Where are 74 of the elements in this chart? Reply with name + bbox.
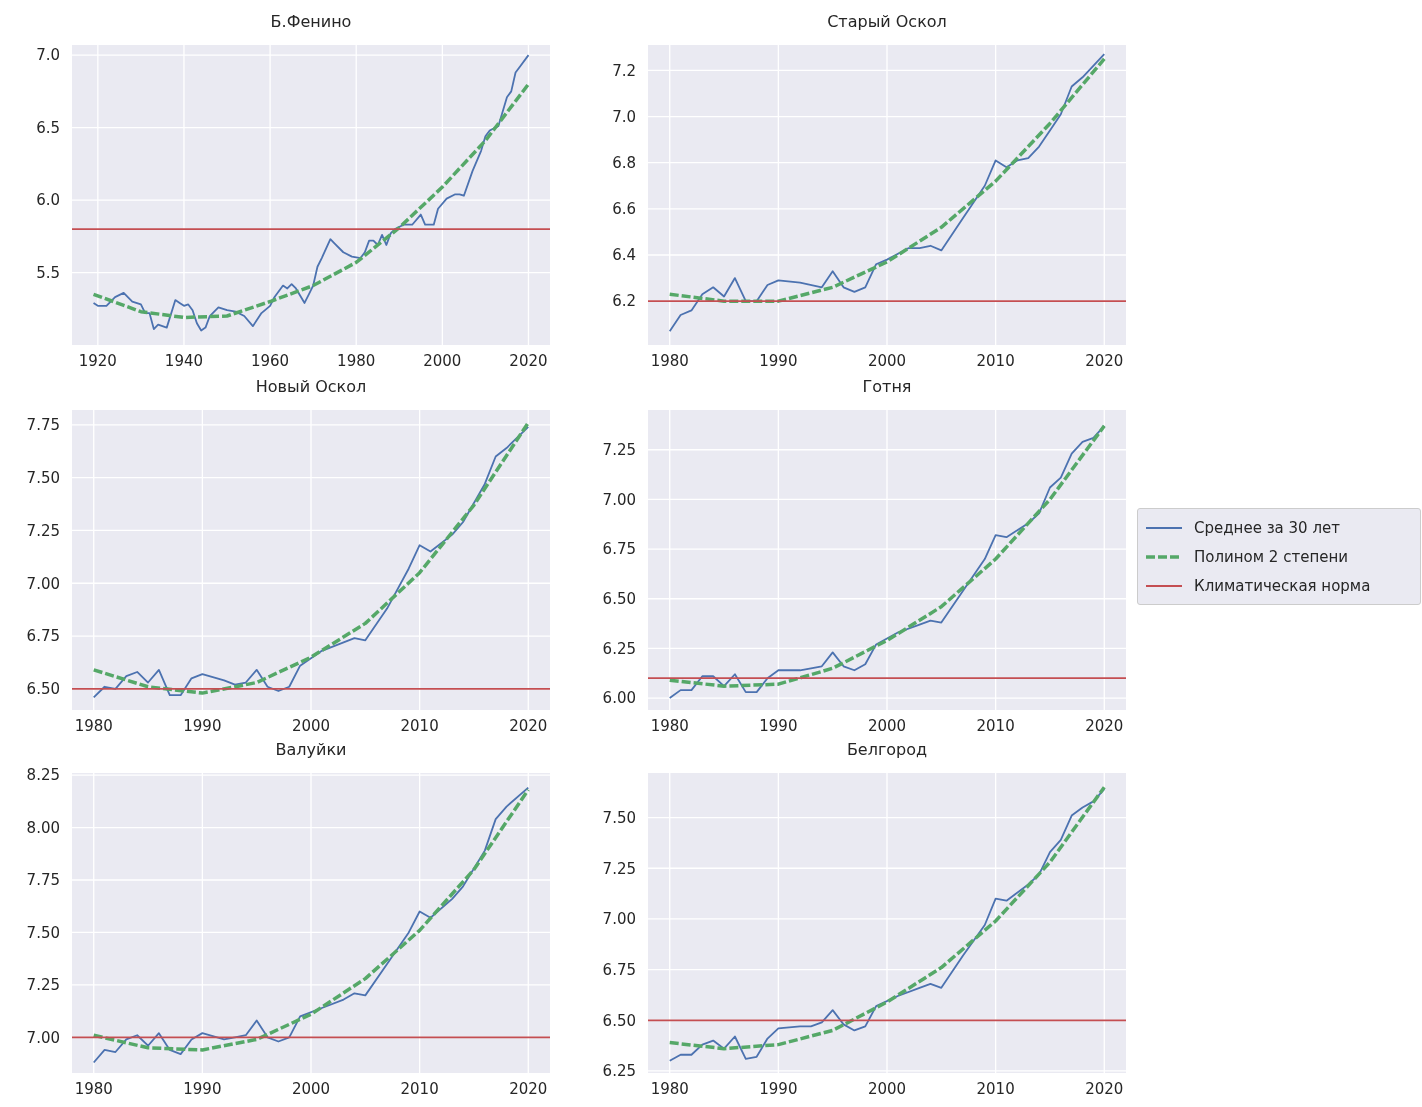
x-tick-label: 1940 bbox=[164, 351, 204, 370]
y-tick-label: 6.75 bbox=[602, 540, 636, 559]
y-tick-label: 7.50 bbox=[602, 808, 636, 827]
x-tick-label: 1980 bbox=[74, 716, 113, 735]
y-tick-label: 8.00 bbox=[26, 818, 60, 837]
x-tick-label: 2010 bbox=[976, 716, 1015, 735]
x-tick-label: 2000 bbox=[291, 716, 331, 735]
chart-title: Готня bbox=[861, 377, 913, 396]
y-tick-label: 7.75 bbox=[26, 416, 60, 435]
x-tick-label: 2020 bbox=[509, 351, 548, 370]
y-tick-label: 6.5 bbox=[36, 118, 60, 137]
x-tick-label: 1980 bbox=[337, 351, 376, 370]
legend-label: Среднее за 30 лет bbox=[1194, 518, 1340, 537]
x-tick-label: 2010 bbox=[400, 1079, 439, 1098]
x-tick-label: 1990 bbox=[183, 1079, 222, 1098]
y-tick-label: 7.2 bbox=[612, 61, 636, 80]
x-tick-label: 1980 bbox=[74, 1079, 113, 1098]
y-tick-label: 6.50 bbox=[602, 590, 636, 609]
x-tick-label: 2020 bbox=[1085, 1079, 1124, 1098]
x-tick-label: 1990 bbox=[759, 716, 798, 735]
y-tick-label: 7.00 bbox=[602, 490, 636, 509]
x-tick-label: 2020 bbox=[509, 1079, 548, 1098]
y-tick-label: 7.25 bbox=[26, 976, 60, 995]
y-tick-label: 7.25 bbox=[602, 441, 636, 460]
y-tick-label: 7.75 bbox=[26, 871, 60, 890]
x-tick-label: 2000 bbox=[867, 1079, 907, 1098]
y-tick-label: 7.50 bbox=[26, 468, 60, 487]
y-tick-label: 6.75 bbox=[26, 627, 60, 646]
x-tick-label: 2000 bbox=[867, 716, 907, 735]
y-tick-label: 6.25 bbox=[602, 639, 636, 658]
x-tick-label: 2010 bbox=[400, 716, 439, 735]
chart-title: Белгород bbox=[845, 740, 929, 759]
x-tick-label: 1990 bbox=[183, 716, 222, 735]
y-tick-label: 7.25 bbox=[26, 521, 60, 540]
y-tick-label: 6.4 bbox=[612, 246, 636, 265]
x-tick-label: 2000 bbox=[291, 1079, 331, 1098]
x-tick-label: 1990 bbox=[759, 351, 798, 370]
y-tick-label: 6.8 bbox=[612, 154, 636, 173]
x-tick-label: 2000 bbox=[423, 351, 462, 370]
y-tick-label: 7.00 bbox=[26, 574, 60, 593]
y-tick-label: 6.2 bbox=[612, 292, 636, 311]
x-tick-label: 2010 bbox=[976, 351, 1015, 370]
legend-label: Климатическая норма bbox=[1194, 576, 1371, 595]
x-tick-label: 1980 bbox=[650, 1079, 689, 1098]
y-tick-label: 7.50 bbox=[26, 923, 60, 942]
y-tick-label: 6.50 bbox=[26, 680, 60, 699]
x-tick-label: 1990 bbox=[759, 1079, 798, 1098]
x-tick-label: 2020 bbox=[1085, 351, 1124, 370]
x-tick-label: 2010 bbox=[976, 1079, 1015, 1098]
x-tick-label: 1980 bbox=[650, 351, 689, 370]
y-tick-label: 5.5 bbox=[36, 263, 60, 282]
y-tick-label: 6.75 bbox=[602, 960, 636, 979]
y-tick-label: 7.0 bbox=[36, 46, 60, 65]
y-tick-label: 8.25 bbox=[26, 766, 60, 785]
y-tick-label: 6.0 bbox=[36, 191, 60, 210]
y-tick-label: 6.25 bbox=[602, 1062, 636, 1081]
y-tick-label: 7.25 bbox=[602, 859, 636, 878]
y-tick-label: 7.00 bbox=[602, 910, 636, 929]
y-tick-label: 6.00 bbox=[602, 689, 636, 708]
y-tick-label: 6.50 bbox=[602, 1011, 636, 1030]
x-tick-label: 2020 bbox=[1085, 716, 1124, 735]
x-tick-label: 1920 bbox=[78, 351, 117, 370]
chart-title: Новый Оскол bbox=[254, 377, 368, 396]
chart-title: Б.Фенино bbox=[269, 12, 353, 31]
x-tick-label: 1960 bbox=[251, 351, 290, 370]
chart-title: Старый Оскол bbox=[826, 12, 948, 31]
y-tick-label: 7.00 bbox=[26, 1028, 60, 1047]
y-tick-label: 7.0 bbox=[612, 107, 636, 126]
chart-title: Валуйки bbox=[274, 740, 348, 759]
y-tick-label: 6.6 bbox=[612, 200, 636, 219]
x-tick-label: 2020 bbox=[509, 716, 548, 735]
legend-label: Полином 2 степени bbox=[1194, 547, 1348, 566]
x-tick-label: 2000 bbox=[867, 351, 907, 370]
x-tick-label: 1980 bbox=[650, 716, 689, 735]
